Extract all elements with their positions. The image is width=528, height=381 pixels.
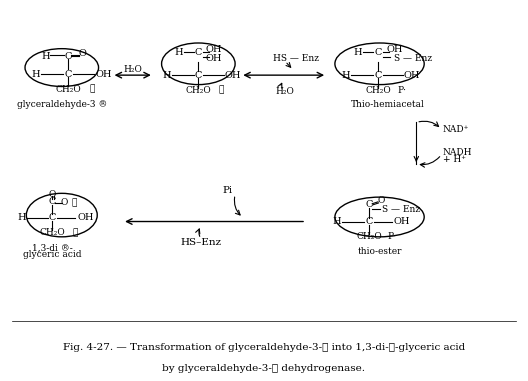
Text: Thio-hemiacetal: Thio-hemiacetal [351, 100, 425, 109]
Text: CH₂O: CH₂O [55, 85, 81, 94]
Text: C: C [195, 48, 202, 57]
Text: OH: OH [404, 70, 420, 80]
Text: ⓟ: ⓟ [218, 86, 224, 95]
Text: CH₂O: CH₂O [365, 86, 391, 95]
Text: OH: OH [77, 213, 93, 222]
Text: HS–Enz: HS–Enz [181, 238, 222, 247]
Text: OH: OH [206, 54, 222, 63]
Text: + H⁺: + H⁺ [442, 155, 466, 164]
Text: H₂O: H₂O [276, 87, 295, 96]
Text: CH₂O: CH₂O [356, 232, 382, 241]
Text: 1,3-di ®-: 1,3-di ®- [32, 243, 73, 253]
Text: P·: P· [388, 232, 397, 241]
Text: O: O [49, 190, 56, 199]
Text: O: O [79, 49, 87, 58]
Text: ⓟ: ⓟ [89, 85, 95, 94]
Text: CH₂O: CH₂O [40, 228, 65, 237]
Text: O: O [378, 196, 385, 205]
Text: H₂O: H₂O [123, 65, 142, 74]
Text: glyceric acid: glyceric acid [23, 250, 82, 259]
Text: H: H [175, 48, 183, 57]
Text: Pi: Pi [222, 186, 232, 195]
Text: OH: OH [96, 69, 112, 78]
Text: C: C [375, 70, 382, 80]
Text: C: C [195, 70, 202, 80]
Text: NAD⁺: NAD⁺ [442, 125, 469, 134]
Text: OH: OH [386, 45, 402, 54]
Text: H: H [163, 70, 171, 80]
Text: OH: OH [224, 70, 241, 80]
Text: S — Enz: S — Enz [382, 205, 420, 214]
Text: CH₂O: CH₂O [185, 86, 211, 95]
Text: glyceraldehyde-3 ®: glyceraldehyde-3 ® [16, 100, 107, 109]
Text: C: C [64, 52, 72, 61]
Text: ⓟ: ⓟ [71, 198, 77, 207]
Text: C: C [365, 217, 373, 226]
Text: ⓟ: ⓟ [72, 228, 78, 237]
Text: C: C [64, 69, 72, 78]
Text: by glyceraldehyde-3-ⓟ dehydrogenase.: by glyceraldehyde-3-ⓟ dehydrogenase. [163, 364, 365, 373]
Text: thio-ester: thio-ester [357, 247, 402, 256]
Text: O: O [61, 198, 68, 207]
Text: OH: OH [393, 217, 410, 226]
Text: H: H [353, 48, 362, 57]
Text: H: H [31, 69, 40, 78]
Text: C: C [49, 197, 56, 206]
Text: H: H [341, 70, 350, 80]
Text: HS — Enz: HS — Enz [272, 54, 318, 62]
Text: H: H [332, 217, 341, 226]
Text: Fig. 4-27. — Transformation of glyceraldehyde-3-ⓟ into 1,3-di-ⓟ-glyceric acid: Fig. 4-27. — Transformation of glycerald… [63, 343, 465, 352]
Text: C: C [375, 48, 382, 57]
Text: OH: OH [206, 45, 222, 54]
Text: C: C [365, 200, 373, 210]
Text: C: C [49, 213, 56, 222]
Text: S — Enz: S — Enz [394, 54, 432, 62]
Text: H: H [17, 213, 26, 222]
Text: P·: P· [397, 86, 406, 95]
Text: NADH: NADH [442, 148, 472, 157]
Text: H: H [42, 52, 50, 61]
